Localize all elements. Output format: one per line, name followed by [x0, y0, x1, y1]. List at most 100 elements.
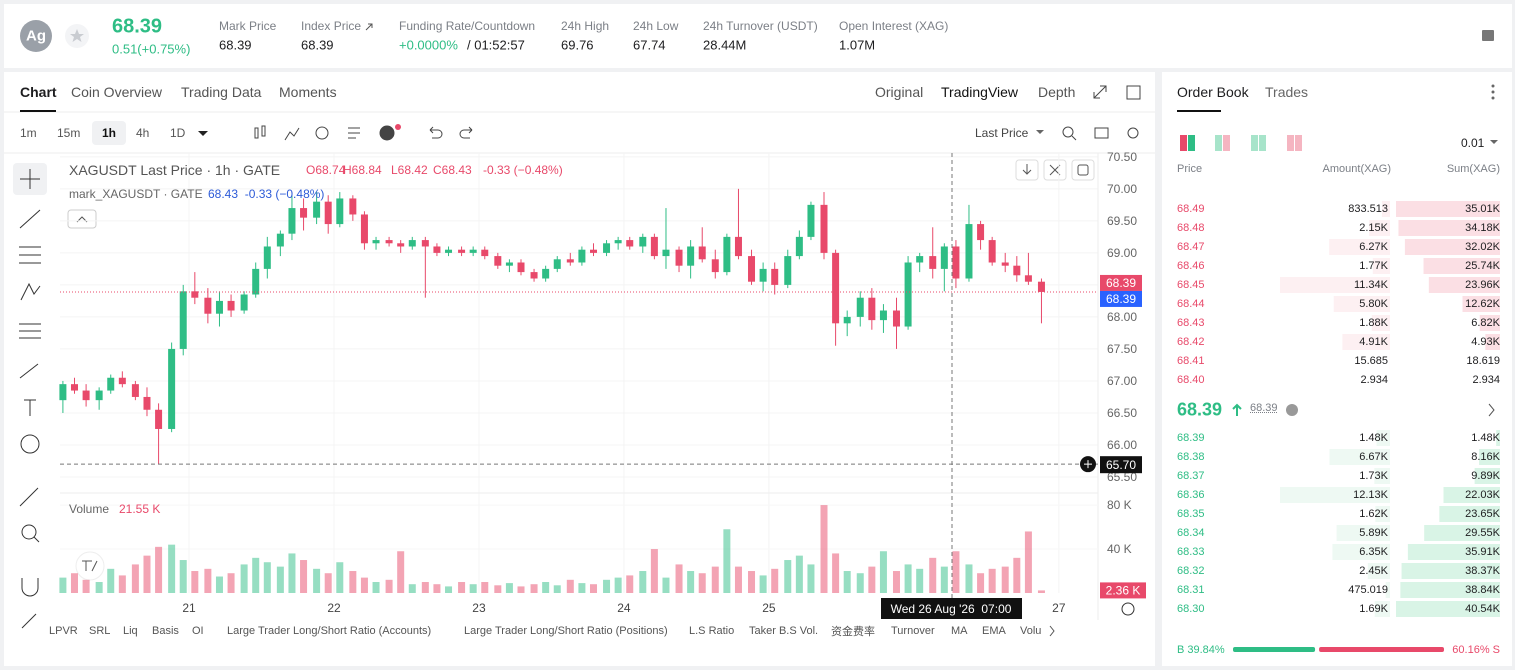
order-price[interactable]: 68.34: [1177, 527, 1205, 539]
indicator[interactable]: Volu: [1020, 625, 1042, 637]
volume-tick-label: 40 K: [1107, 542, 1132, 556]
order-sum: 9.89K: [1471, 470, 1500, 482]
order-price[interactable]: 68.39: [1177, 432, 1205, 444]
book-icon[interactable]: [1482, 30, 1494, 41]
volume-bar: [336, 562, 344, 593]
order-price[interactable]: 68.31: [1177, 584, 1205, 596]
volume-bar: [397, 551, 405, 593]
indicator[interactable]: Taker B.S Vol.: [749, 625, 819, 637]
indicator[interactable]: Large Trader Long/Short Ratio (Accounts): [227, 625, 432, 637]
volume-bar: [349, 571, 357, 593]
candle-body: [904, 262, 912, 327]
order-amount: 1.62K: [1359, 508, 1388, 520]
interval[interactable]: 1h: [102, 126, 117, 140]
tab[interactable]: Chart: [20, 84, 57, 100]
volume-bar: [155, 546, 163, 593]
column-header: Amount(XAG): [1322, 163, 1391, 175]
interval[interactable]: 1m: [20, 126, 37, 140]
amount-bar: [1336, 525, 1390, 541]
volume-bar: [1024, 531, 1032, 593]
x-tick-label: 21: [182, 601, 196, 615]
stat-label: Mark Price: [219, 19, 277, 33]
indicator[interactable]: Turnover: [891, 625, 935, 637]
order-amount: 5.80K: [1359, 298, 1388, 310]
order-price[interactable]: 68.35: [1177, 508, 1205, 520]
order-price[interactable]: 68.36: [1177, 489, 1205, 501]
view-tab[interactable]: Original: [875, 84, 924, 100]
drawing-tools[interactable]: [19, 169, 41, 629]
order-price[interactable]: 68.33: [1177, 546, 1205, 558]
price-source[interactable]: Last Price: [975, 126, 1029, 140]
indicator[interactable]: Large Trader Long/Short Ratio (Positions…: [464, 625, 668, 637]
sum-bar: [1424, 525, 1500, 541]
amount-bar: [1329, 449, 1390, 465]
order-price[interactable]: 68.30: [1177, 603, 1205, 615]
order-price[interactable]: 68.43: [1177, 317, 1205, 329]
header-panel: [4, 4, 1512, 68]
order-price[interactable]: 68.44: [1177, 298, 1205, 310]
volume-bar: [904, 564, 912, 593]
order-sum: 6.82K: [1471, 317, 1500, 329]
interval-active: [92, 121, 126, 145]
amount-bar: [1367, 563, 1390, 579]
indicator[interactable]: LPVR: [49, 625, 78, 637]
indicator[interactable]: EMA: [982, 625, 1006, 637]
panel-icons[interactable]: [1036, 84, 1498, 637]
tab[interactable]: Trades: [1265, 84, 1309, 100]
view-tab[interactable]: TradingView: [941, 84, 1019, 100]
amount-bar: [1280, 277, 1390, 293]
candle-body: [807, 204, 815, 237]
tab[interactable]: Trading Data: [181, 84, 262, 100]
tab[interactable]: Moments: [279, 84, 337, 100]
tab[interactable]: Coin Overview: [71, 84, 163, 100]
y-tick-label: 65.50: [1107, 470, 1137, 484]
indicator[interactable]: Basis: [152, 625, 179, 637]
ohlc-value: -0.33 (−0.48%): [483, 163, 563, 177]
order-price[interactable]: 68.49: [1177, 203, 1205, 215]
interval[interactable]: 15m: [57, 126, 81, 140]
indicator[interactable]: 资金费率: [831, 626, 875, 638]
sell-bar: [1319, 647, 1444, 652]
volume-bar: [626, 575, 634, 593]
order-price[interactable]: 68.32: [1177, 565, 1205, 577]
volume-bar: [263, 562, 271, 593]
stat-label: Funding Rate/Countdown: [399, 19, 536, 33]
indicator[interactable]: OI: [192, 625, 204, 637]
indicator[interactable]: L.S Ratio: [689, 625, 735, 637]
interval[interactable]: 1D: [170, 126, 186, 140]
candle-body: [929, 256, 937, 269]
indicator[interactable]: SRL: [89, 625, 111, 637]
order-price[interactable]: 68.38: [1177, 451, 1205, 463]
order-price[interactable]: 68.42: [1177, 336, 1205, 348]
tab[interactable]: Order Book: [1177, 84, 1249, 100]
mid-price: 68.39: [1177, 399, 1223, 420]
order-price[interactable]: 68.45: [1177, 279, 1205, 291]
indicator[interactable]: Liq: [123, 625, 138, 637]
volume-bar: [421, 582, 429, 593]
order-price[interactable]: 68.37: [1177, 470, 1205, 482]
toolbar-icons[interactable]: [254, 125, 1139, 141]
indicator[interactable]: MA: [951, 625, 968, 637]
order-price[interactable]: 68.47: [1177, 241, 1205, 253]
volume-bar: [795, 555, 803, 593]
volume-bar: [892, 571, 900, 593]
order-price[interactable]: 68.41: [1177, 355, 1205, 367]
precision[interactable]: 0.01: [1461, 136, 1485, 150]
order-price[interactable]: 68.48: [1177, 222, 1205, 234]
view-tab[interactable]: Depth: [1038, 84, 1076, 100]
window-icon[interactable]: [1126, 85, 1141, 100]
order-price[interactable]: 68.40: [1177, 374, 1205, 386]
volume-bar: [215, 576, 223, 593]
dropdown-icon[interactable]: [198, 131, 208, 136]
volume-bar: [82, 579, 90, 593]
order-price[interactable]: 68.46: [1177, 260, 1205, 272]
last-price-tag: [1100, 274, 1142, 291]
chart-buttons[interactable]: [67, 159, 1095, 581]
settings-icon[interactable]: [1121, 602, 1135, 616]
y-tick-label: 67.00: [1107, 374, 1137, 388]
candle-body: [481, 249, 489, 257]
candle-body: [385, 240, 393, 244]
interval[interactable]: 4h: [136, 126, 150, 140]
fullscreen-icon[interactable]: [1093, 85, 1107, 99]
